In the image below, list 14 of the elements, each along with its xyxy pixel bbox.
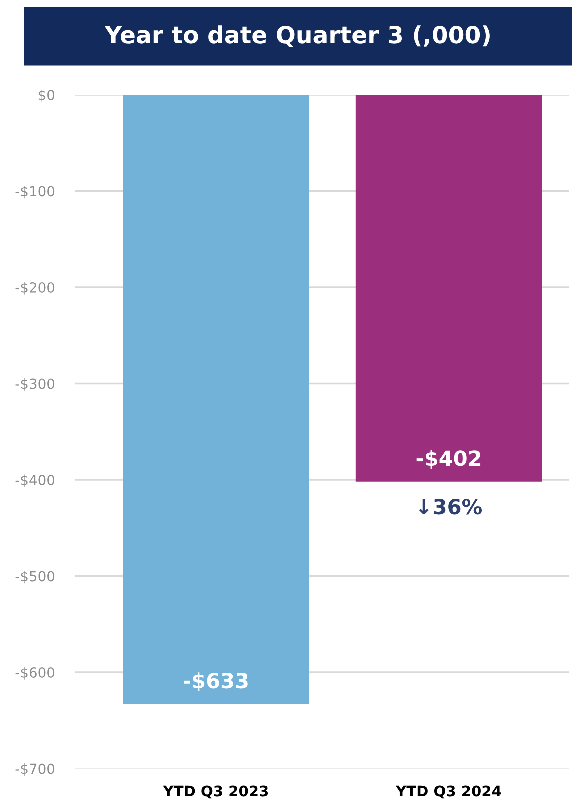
y-tick-label: -$600 (16, 667, 55, 680)
y-tick-label: -$300 (16, 378, 55, 392)
data-label: -$633 (184, 672, 248, 692)
y-tick-label: -$100 (16, 186, 55, 199)
annotation: ↓36% (419, 498, 482, 515)
y-tick-label: -$400 (16, 474, 55, 488)
x-tick-label: YTD Q3 2023 (163, 786, 268, 799)
y-tick-label: -$700 (16, 764, 55, 776)
y-tick-label: $0 (38, 90, 55, 102)
x-tick-label: YTD Q3 2024 (396, 786, 502, 799)
y-tick-label: -$500 (16, 570, 55, 584)
data-label: -$402 (416, 450, 481, 470)
chart-title: Year to date Quarter 3 (,000) (104, 26, 490, 47)
y-tick-label: -$200 (16, 282, 55, 295)
